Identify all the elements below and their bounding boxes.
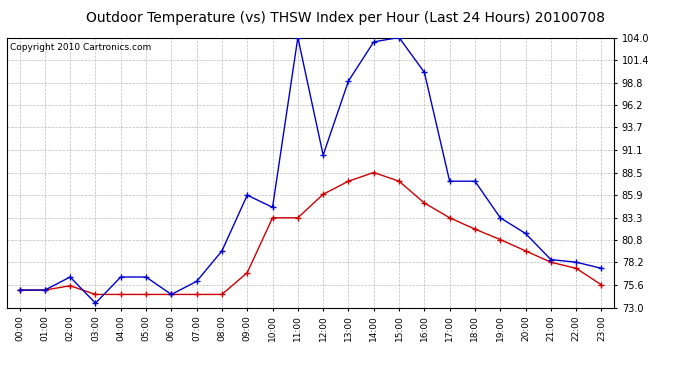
Text: Copyright 2010 Cartronics.com: Copyright 2010 Cartronics.com xyxy=(10,43,151,52)
Text: Outdoor Temperature (vs) THSW Index per Hour (Last 24 Hours) 20100708: Outdoor Temperature (vs) THSW Index per … xyxy=(86,11,604,25)
